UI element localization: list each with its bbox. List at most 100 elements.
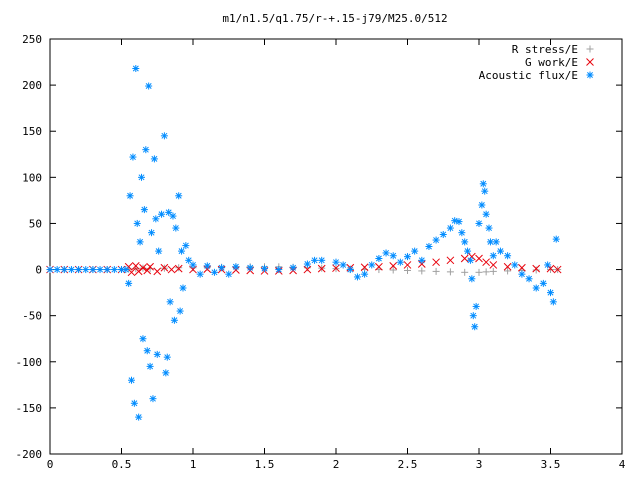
data-point	[518, 270, 526, 278]
data-point	[382, 249, 390, 257]
data-point	[553, 265, 562, 274]
data-point	[153, 350, 161, 358]
data-point	[225, 270, 233, 278]
data-point	[196, 270, 204, 278]
data-point	[481, 187, 489, 195]
data-point	[149, 395, 157, 403]
data-point	[60, 266, 68, 274]
data-point	[361, 270, 369, 278]
y-tick-label: 100	[22, 171, 42, 184]
data-point	[489, 267, 497, 275]
y-tick-label: -150	[16, 402, 43, 415]
legend-marker	[586, 58, 594, 66]
data-point	[158, 210, 166, 218]
x-tick-label: 3.5	[541, 458, 561, 471]
data-point	[103, 266, 111, 274]
data-point	[160, 263, 169, 272]
data-point	[489, 252, 497, 260]
data-point	[375, 262, 383, 271]
data-point	[461, 238, 469, 246]
data-point	[432, 267, 440, 275]
data-point	[353, 273, 361, 281]
data-point	[138, 173, 146, 181]
data-point	[178, 247, 186, 255]
data-point	[172, 224, 180, 232]
chart-title: m1/n1.5/q1.75/r-+.15-j79/M25.0/512	[222, 12, 447, 25]
data-point	[504, 252, 512, 260]
data-point	[464, 247, 472, 255]
data-point	[131, 262, 140, 270]
y-tick-label: -50	[22, 310, 42, 323]
data-point	[504, 267, 512, 275]
data-point	[128, 376, 136, 384]
data-point	[404, 266, 411, 274]
legend-marker	[586, 45, 594, 53]
data-point	[143, 347, 151, 355]
data-point	[218, 264, 226, 272]
data-point	[339, 261, 347, 269]
data-point	[169, 212, 177, 220]
data-point	[471, 323, 479, 331]
data-point	[546, 264, 555, 273]
data-point	[475, 254, 483, 263]
data-point	[417, 260, 426, 268]
data-point	[552, 235, 560, 243]
data-point	[246, 264, 254, 272]
data-point	[368, 261, 376, 269]
data-point	[132, 65, 140, 73]
data-point	[425, 243, 433, 250]
data-point	[389, 262, 398, 270]
data-point	[482, 210, 490, 218]
data-point	[396, 258, 404, 266]
data-point	[166, 298, 174, 306]
data-point	[303, 265, 312, 274]
data-point	[136, 238, 144, 246]
data-point	[133, 219, 141, 227]
data-point	[130, 399, 138, 407]
data-point	[496, 247, 504, 255]
data-point	[142, 146, 150, 154]
y-tick-label: 250	[22, 33, 42, 46]
data-point	[525, 275, 533, 283]
data-point	[403, 261, 412, 269]
y-tick-label: -100	[16, 356, 43, 369]
data-point	[485, 224, 493, 232]
data-point	[189, 261, 197, 269]
data-point	[135, 413, 143, 421]
series-2	[46, 65, 560, 421]
data-point	[475, 268, 483, 276]
data-point	[375, 254, 383, 262]
data-point	[432, 258, 440, 267]
plot-area	[49, 38, 623, 455]
data-point	[125, 279, 133, 287]
data-point	[549, 298, 557, 306]
data-point	[472, 302, 480, 310]
data-point	[532, 284, 540, 292]
y-tick-label: 200	[22, 79, 42, 92]
data-point	[460, 254, 469, 263]
data-point	[446, 256, 455, 265]
data-point	[303, 260, 311, 268]
legend-label: G work/E	[525, 56, 578, 69]
data-point	[150, 155, 158, 163]
data-point	[475, 219, 483, 227]
data-point	[503, 262, 512, 271]
data-point	[122, 266, 130, 274]
data-point	[317, 264, 326, 273]
data-point	[46, 266, 54, 274]
data-point	[152, 215, 160, 223]
data-point	[389, 266, 397, 274]
data-point	[466, 256, 474, 264]
data-point	[163, 353, 171, 361]
data-point	[482, 268, 490, 276]
data-point	[332, 258, 340, 266]
data-point	[162, 369, 170, 377]
data-point	[418, 267, 426, 275]
data-point	[96, 266, 104, 274]
data-point	[446, 224, 454, 232]
data-point	[275, 266, 283, 274]
legend-label: Acoustic flux/E	[479, 69, 578, 82]
data-point	[185, 256, 193, 264]
data-point	[411, 247, 419, 255]
